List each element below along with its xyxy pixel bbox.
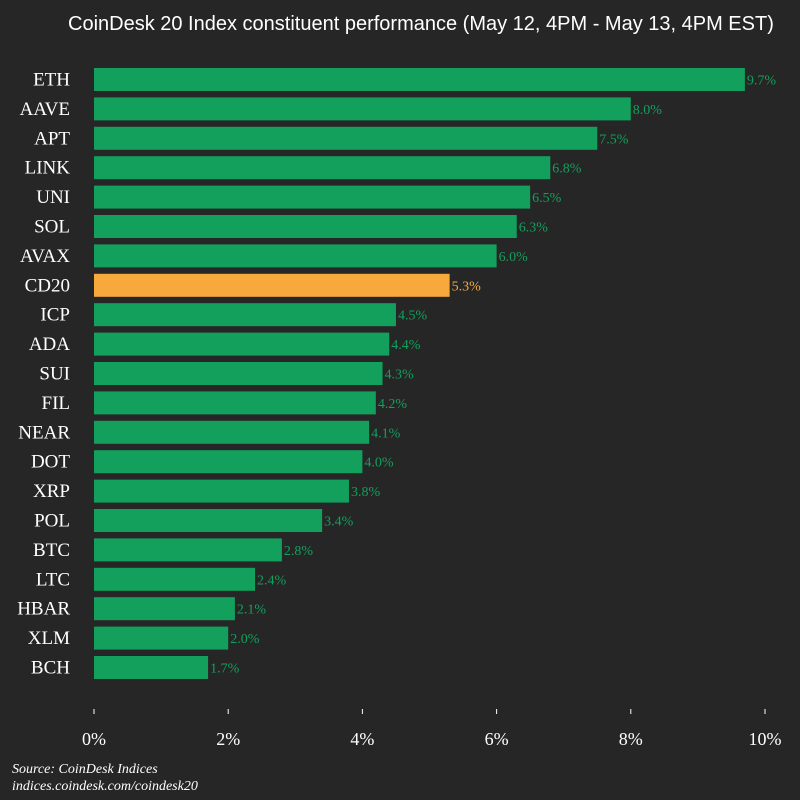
value-label-bch: 1.7%: [210, 662, 240, 677]
value-label-btc: 2.8%: [284, 544, 314, 559]
category-label-near: NEAR: [18, 422, 70, 443]
value-label-ltc: 2.4%: [257, 573, 287, 588]
category-label-apt: APT: [34, 128, 70, 149]
bar-fil: [94, 391, 376, 415]
bar-pol: [94, 509, 323, 532]
value-label-xlm: 2.0%: [230, 632, 260, 647]
value-label-hbar: 2.1%: [237, 603, 267, 618]
x-tick-label: 2%: [216, 729, 240, 749]
value-label-fil: 4.2%: [378, 397, 408, 412]
x-tick-label: 4%: [350, 729, 374, 749]
source-url: indices.coindesk.com/coindesk20: [12, 779, 198, 794]
value-label-avax: 6.0%: [499, 250, 528, 265]
bar-sui: [94, 362, 383, 385]
bar-ada: [94, 332, 390, 356]
value-label-aave: 8.0%: [633, 103, 663, 118]
bar-eth: [94, 68, 745, 91]
category-label-ltc: LTC: [36, 569, 70, 590]
category-label-hbar: HBAR: [17, 599, 70, 620]
bar-sol: [94, 215, 517, 238]
bar-dot: [94, 450, 363, 474]
category-label-ada: ADA: [29, 334, 70, 355]
category-label-btc: BTC: [33, 540, 70, 561]
value-label-cd20: 5.3%: [452, 279, 482, 294]
category-label-cd20: CD20: [25, 275, 70, 296]
category-label-uni: UNI: [36, 187, 70, 208]
bar-xlm: [94, 626, 229, 650]
category-label-avax: AVAX: [20, 246, 70, 267]
source-line: Source: CoinDesk Indices: [12, 762, 158, 777]
value-label-apt: 7.5%: [599, 132, 629, 147]
value-label-ada: 4.4%: [391, 338, 421, 353]
bar-link: [94, 156, 551, 180]
bar-apt: [94, 126, 598, 150]
bar-ltc: [94, 567, 256, 591]
bars-group: ETH 9.7% AAVE 8.0% APT 7.5% LINK 6.8% UNI 6.5% SOL…: [17, 68, 776, 679]
category-label-fil: FIL: [42, 393, 71, 414]
category-label-sui: SUI: [39, 364, 70, 385]
category-label-aave: AAVE: [20, 99, 70, 120]
value-label-icp: 4.5%: [398, 309, 428, 324]
value-label-eth: 9.7%: [747, 74, 777, 89]
x-tick-label: 8%: [619, 729, 643, 749]
x-axis: 0% 2% 4% 6% 8% 10%: [82, 709, 782, 749]
bar-icp: [94, 303, 396, 327]
bar-aave: [94, 97, 631, 121]
x-tick-label: 0%: [82, 729, 106, 749]
category-label-icp: ICP: [40, 305, 70, 326]
category-label-pol: POL: [34, 511, 70, 532]
bar-cd20: [94, 273, 450, 297]
bar-hbar: [94, 597, 235, 621]
value-label-sol: 6.3%: [519, 221, 549, 236]
x-tick-label: 10%: [749, 729, 782, 749]
value-label-pol: 3.4%: [324, 515, 354, 530]
value-label-link: 6.8%: [552, 162, 582, 177]
category-label-link: LINK: [25, 158, 71, 179]
bar-avax: [94, 244, 497, 268]
category-label-bch: BCH: [31, 658, 70, 679]
category-label-dot: DOT: [31, 452, 70, 473]
category-label-eth: ETH: [33, 70, 70, 91]
bar-btc: [94, 538, 282, 562]
category-label-xlm: XLM: [28, 628, 70, 649]
bar-uni: [94, 185, 531, 209]
category-label-sol: SOL: [34, 217, 70, 238]
bar-near: [94, 420, 370, 444]
bar-xrp: [94, 479, 349, 503]
category-label-xrp: XRP: [33, 481, 70, 502]
value-label-xrp: 3.8%: [351, 485, 381, 500]
value-label-uni: 6.5%: [532, 191, 562, 206]
value-label-near: 4.1%: [371, 426, 401, 441]
value-label-dot: 4.0%: [364, 456, 394, 471]
value-label-sui: 4.3%: [385, 368, 415, 383]
chart-title: CoinDesk 20 Index constituent performanc…: [68, 13, 774, 35]
bar-bch: [94, 656, 209, 679]
x-tick-label: 6%: [485, 729, 509, 749]
